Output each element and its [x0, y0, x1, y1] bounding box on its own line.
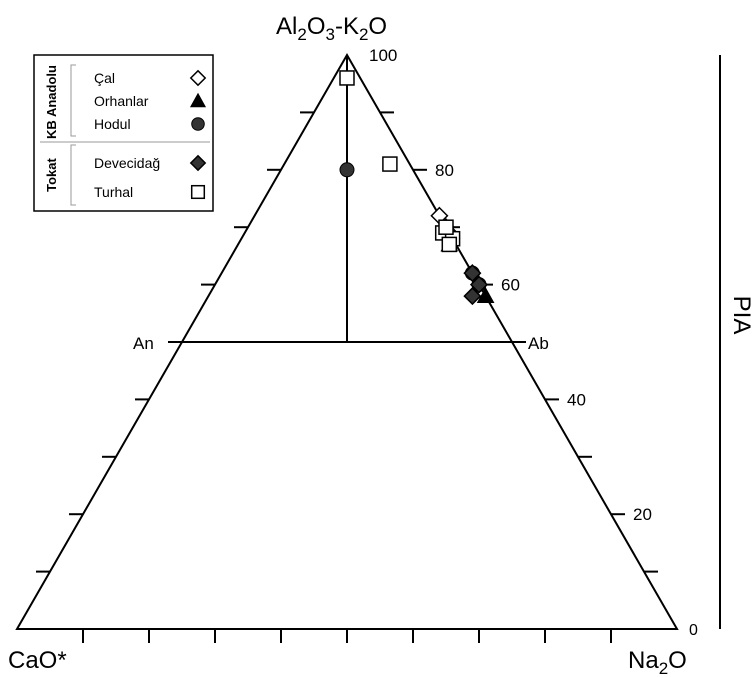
pia-tick-label: 60 [501, 276, 520, 295]
pia-tick-label: 100 [369, 46, 397, 65]
legend-item-marker [190, 184, 206, 200]
legend-item-marker [191, 117, 205, 131]
pia-scale: 0 20 40 60 80 100 PIA [369, 46, 755, 639]
legend-item-marker [189, 92, 207, 108]
legend-item-label: Turhal [94, 184, 133, 200]
pia-tick-label: 0 [689, 622, 698, 639]
legend-bracket-tokat [70, 144, 76, 206]
vertex-top-label: Al2O3-K2O [276, 13, 387, 44]
legend-box [33, 54, 214, 212]
legend: KB Anadolu Tokat Çal Orhanlar Hodul Devecid… [33, 54, 214, 212]
vertex-top-sub1: 2 [297, 25, 306, 44]
data-point [438, 219, 454, 235]
vertex-top-o: O [307, 13, 326, 40]
vertex-left-label: CaO* [8, 647, 67, 674]
legend-item-label: Hodul [94, 116, 131, 132]
data-point [469, 275, 489, 294]
data-point [476, 287, 495, 303]
vertex-top-sub3: 2 [359, 25, 368, 44]
ab-label: Ab [528, 334, 549, 353]
data-point [463, 287, 482, 306]
data-point [441, 236, 458, 253]
left-edge-ticks [36, 111, 314, 573]
legend-item-marker [189, 154, 207, 172]
legend-item-label: Çal [94, 70, 115, 86]
legend-item-marker [189, 69, 207, 87]
pia-tick-label: 80 [435, 161, 454, 180]
pia-tick-label: 20 [633, 505, 652, 524]
vertex-right-sub: 2 [659, 659, 668, 678]
vertex-top-al: Al [276, 13, 297, 40]
data-point [463, 264, 482, 283]
data-points [339, 70, 495, 306]
legend-group-tokat: Tokat [44, 157, 59, 191]
vertex-top-end: O [368, 13, 387, 40]
pia-axis-label: PIA [728, 296, 755, 335]
an-label: An [133, 334, 154, 353]
vertex-right-label: Na2O [628, 647, 687, 678]
vertex-top-sub2: 3 [325, 25, 334, 44]
vertex-right-na: Na [628, 647, 659, 674]
vertex-right-o: O [668, 647, 687, 674]
data-point [339, 70, 355, 86]
data-point [339, 162, 355, 178]
vertex-top-k: -K [335, 13, 359, 40]
bottom-edge-ticks [82, 629, 612, 643]
legend-item-label: Orhanlar [94, 93, 149, 109]
legend-bracket-kb [70, 64, 76, 137]
legend-items: Çal Orhanlar Hodul Devecidağ Turhal [94, 69, 207, 200]
data-point [382, 156, 398, 172]
legend-group-kb: KB Anadolu [44, 65, 59, 139]
pia-tick-label: 40 [567, 390, 586, 409]
legend-item-label: Devecidağ [94, 155, 160, 171]
